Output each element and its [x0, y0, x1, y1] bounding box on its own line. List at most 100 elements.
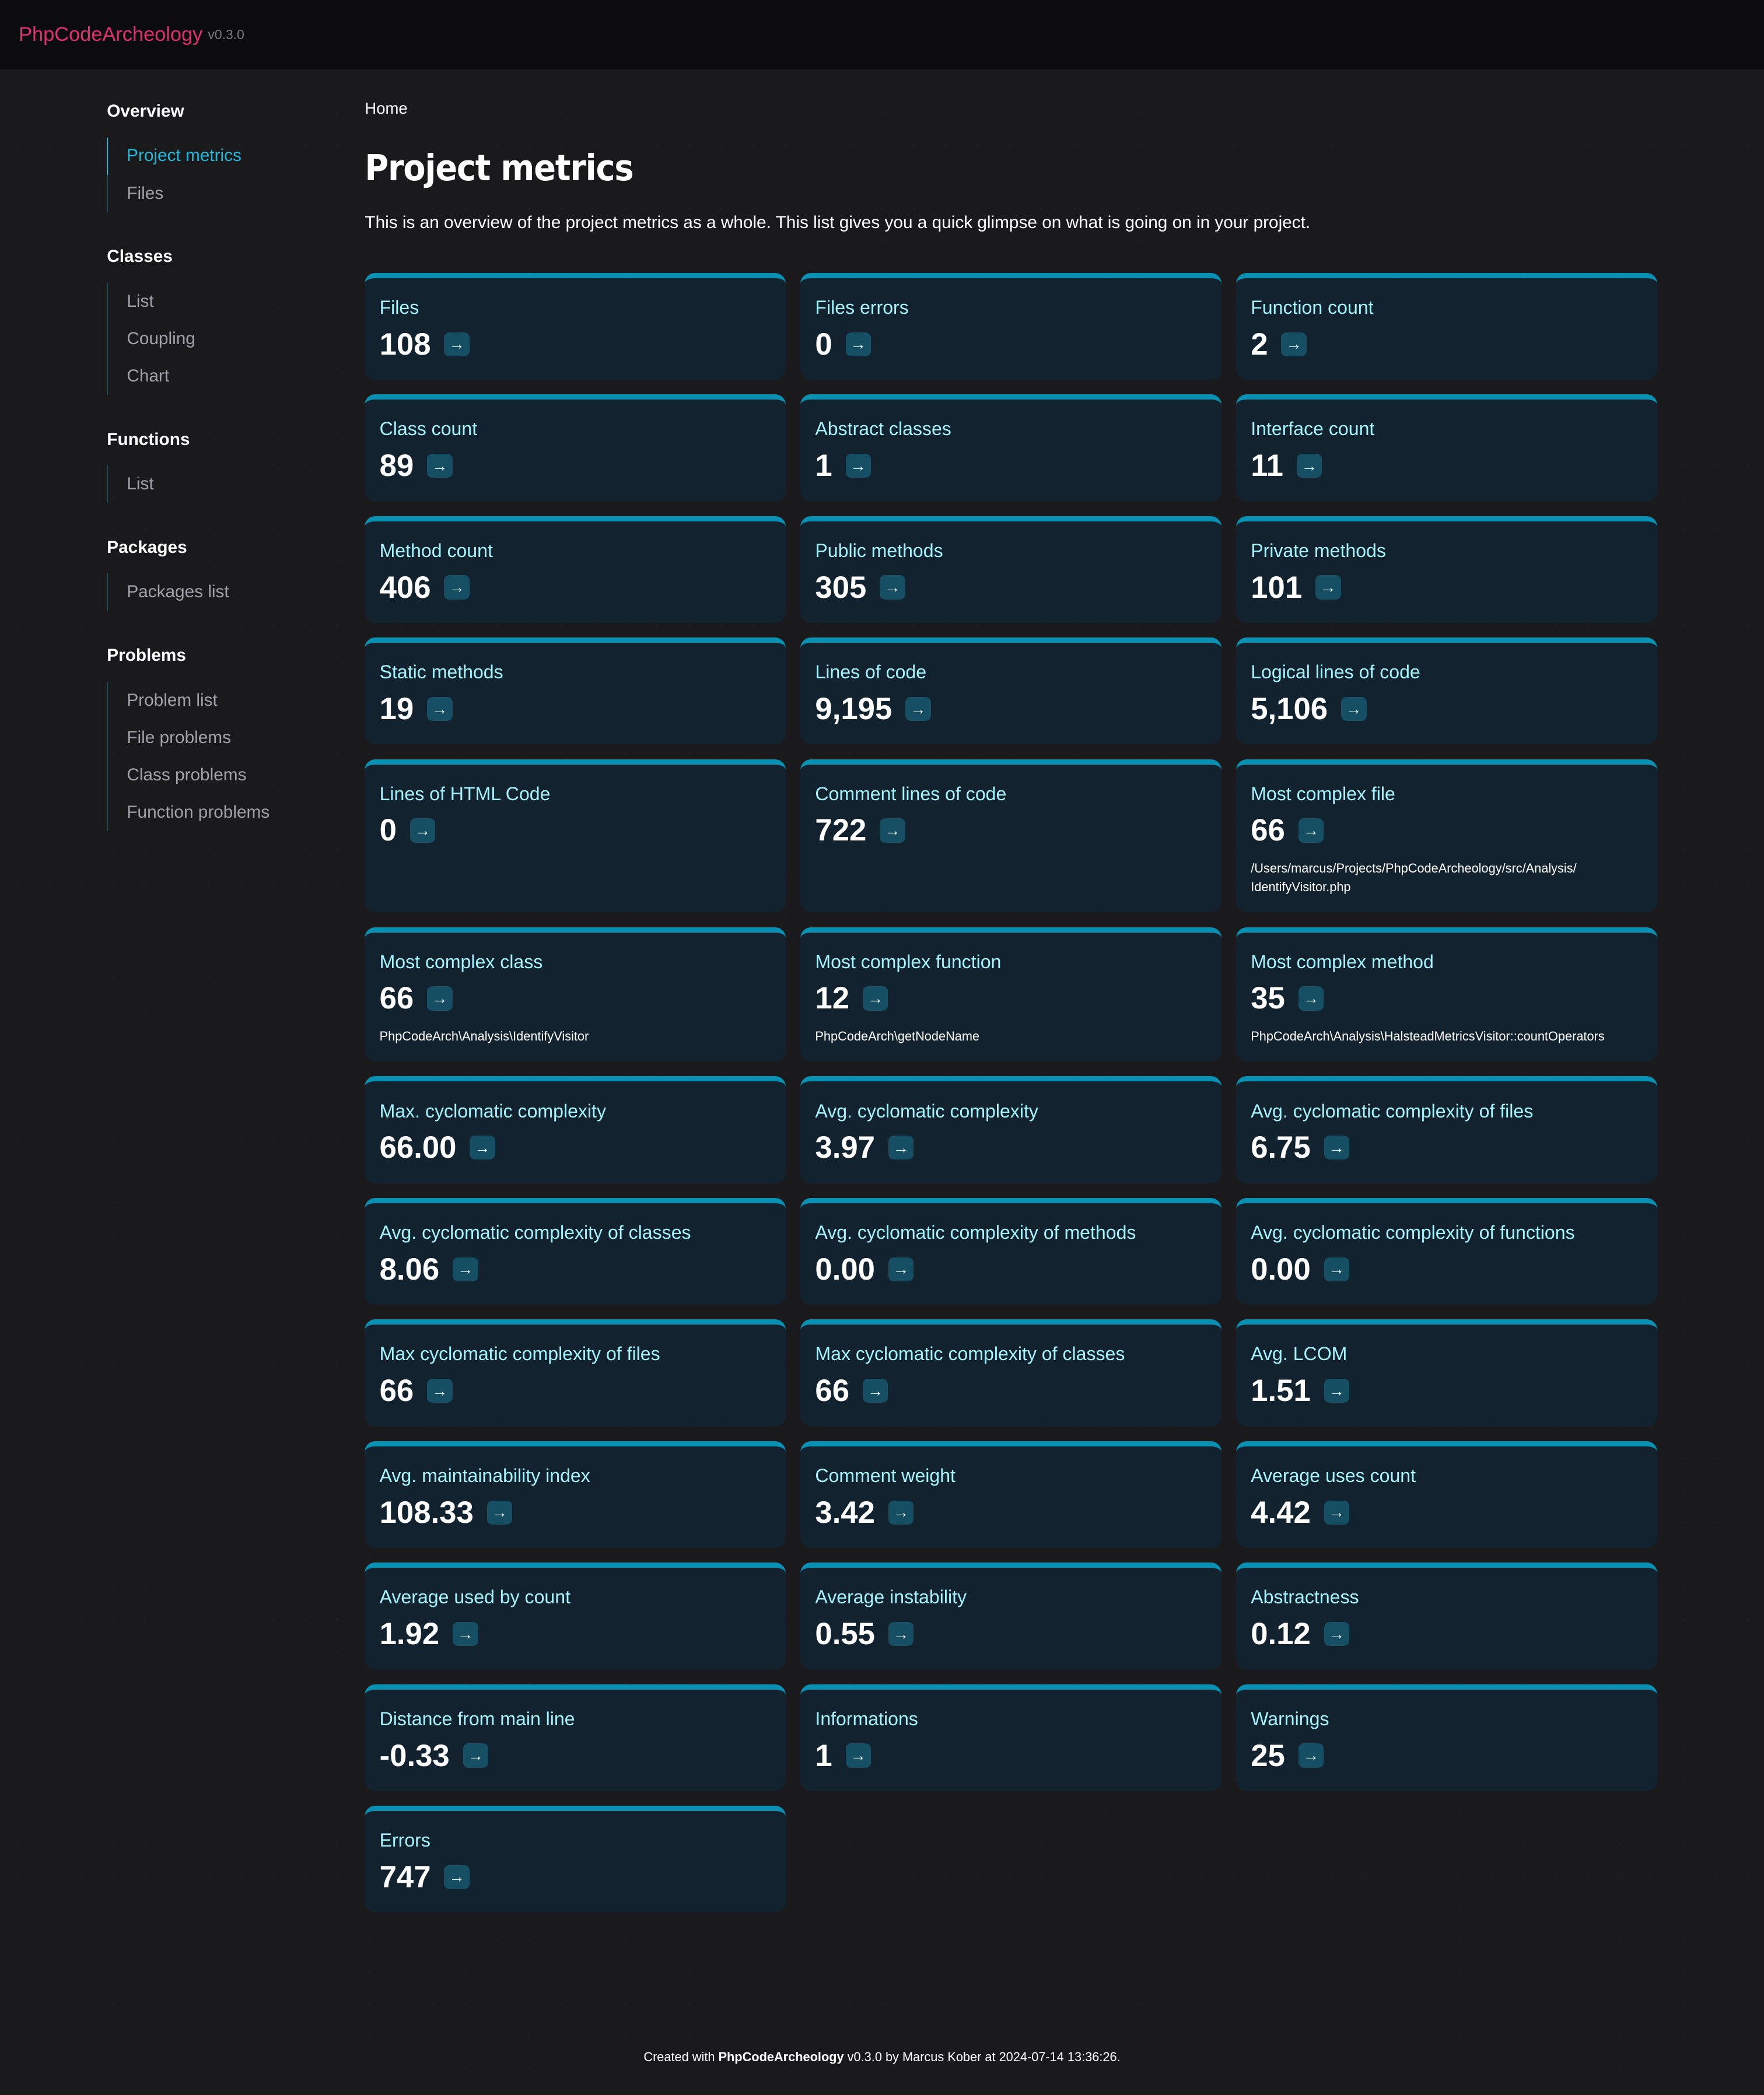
metric-detail-button[interactable]: → — [845, 1743, 872, 1768]
metric-label: Most complex method — [1251, 951, 1434, 972]
metric-detail-button[interactable]: → — [1298, 818, 1324, 843]
metric-value-row: 8.06 → — [380, 1252, 771, 1287]
metric-value: 19 — [379, 692, 414, 727]
metric-detail-button[interactable]: → — [862, 986, 888, 1011]
brand-logo[interactable]: PhpCodeArcheology — [19, 23, 203, 46]
metric-value-row: 747 → — [380, 1859, 771, 1895]
metric-label: Max. cyclomatic complexity — [379, 1100, 606, 1122]
sidebar-list-functions: List — [107, 465, 334, 503]
metric-detail-button[interactable]: → — [427, 986, 453, 1011]
metric-detail-button[interactable]: → — [880, 818, 905, 843]
sidebar-item-overview-files[interactable]: Files — [127, 183, 164, 203]
sidebar-item-classes-chart[interactable]: Chart — [127, 366, 170, 386]
metric-card: Public methods 305 → — [800, 516, 1222, 623]
metric-value: 35 — [1251, 981, 1285, 1016]
sidebar-item-functions-list[interactable]: List — [127, 474, 154, 494]
metric-detail-button[interactable]: → — [888, 1500, 914, 1525]
metric-detail-button[interactable]: → — [888, 1257, 914, 1281]
metric-detail-button[interactable]: → — [880, 575, 905, 600]
metric-label: Lines of code — [815, 661, 927, 683]
metric-detail-button[interactable]: → — [862, 1379, 888, 1403]
sidebar-item-classes-list[interactable]: List — [127, 291, 154, 311]
metric-card: Files 108 → — [365, 272, 786, 380]
metric-card: Avg. cyclomatic complexity of classes 8.0… — [365, 1197, 786, 1305]
arrow-right-icon: → — [867, 1381, 884, 1400]
metric-detail-button[interactable]: → — [427, 1379, 453, 1403]
metric-value-row: 25 → — [1251, 1738, 1642, 1774]
metric-detail-button[interactable]: → — [888, 1621, 914, 1646]
metric-detail-button[interactable]: → — [845, 453, 872, 478]
metric-value: 4.42 — [1251, 1495, 1311, 1530]
breadcrumb[interactable]: Home — [365, 99, 408, 117]
metric-label: Errors — [379, 1830, 430, 1851]
arrow-right-icon: → — [884, 578, 901, 597]
metric-detail-button[interactable]: → — [1315, 575, 1341, 600]
arrow-right-icon: → — [1328, 1260, 1345, 1278]
metric-detail-button[interactable]: → — [1281, 332, 1307, 356]
metric-detail-button[interactable]: → — [444, 575, 470, 600]
metric-detail-button[interactable]: → — [444, 332, 470, 356]
sidebar-item-problems-function-problems[interactable]: Function problems — [127, 802, 270, 822]
arrow-right-icon: → — [432, 699, 448, 718]
metric-value: 1 — [815, 1738, 832, 1773]
metric-detail-button[interactable]: → — [1324, 1379, 1350, 1403]
arrow-right-icon: → — [910, 699, 926, 718]
metric-detail-button[interactable]: → — [1324, 1621, 1350, 1646]
metric-detail-button[interactable]: → — [487, 1500, 513, 1525]
metric-detail-button[interactable]: → — [1298, 986, 1324, 1011]
metric-detail-button[interactable]: → — [1340, 696, 1367, 721]
sidebar-item-classes-coupling[interactable]: Coupling — [127, 328, 195, 348]
metric-value-row: 305 → — [815, 570, 1206, 605]
metric-value-row: 1 → — [815, 448, 1206, 484]
metric-value-row: 0 → — [815, 327, 1206, 362]
metric-label: Most complex file — [1251, 783, 1395, 804]
metric-detail-button[interactable]: → — [1324, 1257, 1350, 1281]
metric-detail-button[interactable]: → — [888, 1136, 914, 1160]
arrow-right-icon: → — [1303, 821, 1320, 839]
metric-value-row: 1.92 → — [380, 1616, 771, 1652]
metric-value: 66 — [815, 1374, 850, 1409]
metric-detail-button[interactable]: → — [1296, 453, 1322, 478]
metric-label: Abstractness — [1251, 1586, 1359, 1608]
metric-detail-button[interactable]: → — [410, 818, 436, 843]
metric-detail-button[interactable]: → — [444, 1865, 470, 1890]
sidebar-item-packages-packages-list[interactable]: Packages list — [127, 582, 229, 602]
sidebar-list-classes: List Coupling Chart — [107, 282, 334, 395]
arrow-right-icon: → — [449, 335, 465, 353]
metric-detail-button[interactable]: → — [427, 696, 453, 721]
sidebar-heading-packages: Packages — [107, 537, 187, 557]
metric-detail-button[interactable]: → — [453, 1257, 478, 1281]
metric-value-row: 2 → — [1251, 327, 1642, 362]
metric-label: Informations — [815, 1708, 918, 1729]
metric-detail-button[interactable]: → — [1324, 1500, 1350, 1525]
metric-value-row: 4.42 → — [1251, 1495, 1642, 1530]
metric-detail-button[interactable]: → — [470, 1136, 495, 1160]
sidebar-item-problems-class-problems[interactable]: Class problems — [127, 765, 247, 784]
arrow-right-icon: → — [1303, 989, 1320, 1007]
sidebar-item-overview-project-metrics[interactable]: Project metrics — [106, 137, 334, 175]
metric-value: 66 — [379, 981, 414, 1016]
metric-card: Avg. cyclomatic complexity 3.97 → — [800, 1076, 1222, 1183]
metric-detail-button[interactable]: → — [463, 1743, 489, 1768]
metric-detail-button[interactable]: → — [453, 1621, 478, 1646]
metric-value-row: 406 → — [380, 570, 771, 605]
metric-value-row: 5,106 → — [1251, 691, 1642, 727]
metric-label: Avg. cyclomatic complexity of functions — [1251, 1221, 1575, 1243]
metric-detail-button[interactable]: → — [845, 332, 872, 356]
metric-value: 0.00 — [1251, 1252, 1311, 1287]
metric-card: Method count 406 → — [365, 516, 786, 623]
metric-detail-button[interactable]: → — [1298, 1743, 1324, 1768]
footer: Created with PhpCodeArcheology v0.3.0 by… — [0, 2050, 1764, 2065]
metric-detail-button[interactable]: → — [1324, 1136, 1350, 1160]
page-title: Project metrics — [365, 146, 634, 189]
sidebar-item-problems-problem-list[interactable]: Problem list — [127, 690, 218, 710]
metric-card: Most complex method 35 → PhpCodeArch\Analys… — [1236, 927, 1657, 1062]
sidebar-item-problems-file-problems[interactable]: File problems — [127, 727, 231, 747]
metric-label: Static methods — [379, 661, 503, 683]
metric-detail-button[interactable]: → — [427, 453, 453, 478]
metric-label: Avg. cyclomatic complexity of files — [1251, 1100, 1534, 1122]
metric-value-row: -0.33 → — [380, 1738, 771, 1774]
metric-value: 1.92 — [379, 1617, 440, 1652]
sidebar-list-overview: Project metrics Files — [106, 137, 334, 212]
metric-detail-button[interactable]: → — [905, 696, 931, 721]
